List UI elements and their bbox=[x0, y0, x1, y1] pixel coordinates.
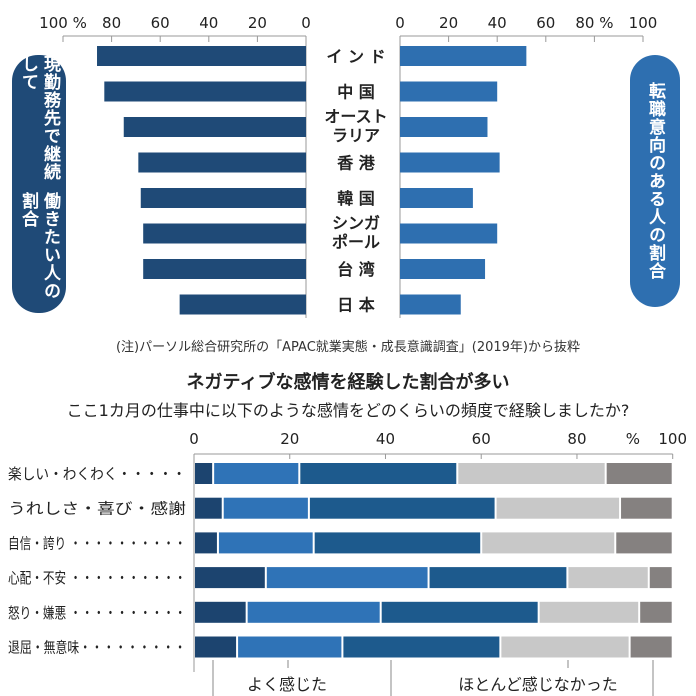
right-bar bbox=[400, 46, 527, 66]
legend-label: ほとんど感じなかった bbox=[458, 675, 618, 694]
stacked-segment bbox=[314, 532, 481, 554]
stacked-segment bbox=[300, 463, 457, 484]
left-bar bbox=[97, 46, 307, 66]
stacked-segment bbox=[238, 636, 342, 658]
category-label: シンガ bbox=[332, 214, 380, 233]
right-series-label: 転職意向のある人の割合 bbox=[630, 55, 680, 307]
legend-label: よく感じた bbox=[247, 675, 327, 694]
left-axis-tick-label: 60 bbox=[151, 14, 170, 32]
left-axis-tick-label: 40 bbox=[199, 14, 218, 32]
stacked-segment bbox=[630, 636, 672, 658]
stacked-segment bbox=[343, 636, 500, 658]
right-bar bbox=[400, 152, 500, 173]
stacked-segment bbox=[568, 567, 648, 589]
left-axis-tick-label: 100 % bbox=[39, 14, 87, 32]
stacked-segment bbox=[501, 636, 629, 658]
stacked-segment bbox=[381, 601, 538, 623]
category-label: ラリア bbox=[332, 126, 380, 145]
right-bar bbox=[400, 81, 498, 102]
axis-tick-label: 100 bbox=[658, 430, 687, 448]
right-bar bbox=[400, 117, 488, 137]
category-label: 香 港 bbox=[336, 154, 376, 173]
stacked-segment bbox=[195, 567, 265, 589]
chart-title: ネガティブな感情を経験した割合が多い bbox=[186, 372, 510, 393]
stacked-segment bbox=[266, 567, 428, 589]
source-note: (注)パーソル総合研究所の「APAC就業実態・成長意識調査」(2019年)から抜… bbox=[115, 340, 580, 355]
stacked-segment bbox=[195, 497, 222, 519]
right-axis-tick-label: 100 bbox=[629, 14, 658, 32]
stacked-segment bbox=[195, 532, 217, 554]
category-label: 楽しい・わくわく・・・・・ bbox=[8, 465, 186, 483]
left-axis-tick-label: 20 bbox=[248, 14, 267, 32]
left-series-label-line2: 働きたい人の割合 bbox=[18, 191, 60, 300]
category-label: 自信・誇り ・・・・・・・・・・ bbox=[8, 534, 186, 552]
category-label: 中 国 bbox=[337, 83, 375, 102]
stacked-segment bbox=[195, 601, 246, 623]
left-axis-tick-label: 0 bbox=[301, 14, 311, 32]
category-label: 怒り・嫌悪 ・・・・・・・・・・ bbox=[8, 604, 186, 622]
axis-tick-label: 60 bbox=[472, 430, 491, 448]
left-bar bbox=[179, 294, 306, 315]
stacked-segment bbox=[223, 497, 308, 519]
right-axis-tick-label: 80 % bbox=[575, 14, 613, 32]
stacked-segment bbox=[195, 636, 237, 658]
left-bar bbox=[138, 152, 306, 173]
right-axis-tick-label: 60 bbox=[536, 14, 555, 32]
axis-tick-label: 80 bbox=[567, 430, 586, 448]
right-bar bbox=[400, 259, 486, 279]
stacked-segment bbox=[640, 601, 672, 623]
right-axis-tick-label: 0 bbox=[395, 14, 405, 32]
category-label: 韓 国 bbox=[337, 189, 375, 208]
right-bar bbox=[400, 294, 461, 315]
left-bar bbox=[104, 81, 306, 102]
chart-subtitle: ここ1カ月の仕事中に以下のような感情をどのくらいの頻度で経験しましたか? bbox=[66, 401, 630, 420]
axis-tick-label: 40 bbox=[376, 430, 395, 448]
left-bar bbox=[123, 117, 306, 137]
stacked-segment bbox=[616, 532, 672, 554]
left-series-label-line1: 現勤務先で継続して bbox=[18, 55, 60, 181]
category-label: 心配・不安 ・・・・・・・・・・ bbox=[8, 569, 186, 587]
right-series-label-line1: 転職意向のある人の割合 bbox=[645, 82, 665, 280]
category-label: 台 湾 bbox=[337, 260, 375, 279]
stacked-segment bbox=[458, 463, 605, 484]
stacked-segment bbox=[195, 463, 213, 484]
right-bar bbox=[400, 188, 473, 208]
stacked-segment bbox=[247, 601, 380, 623]
stacked-segment bbox=[218, 532, 313, 554]
left-bar bbox=[143, 259, 306, 279]
right-axis-tick-label: 40 bbox=[488, 14, 507, 32]
right-axis-tick-label: 20 bbox=[439, 14, 458, 32]
axis-tick-label: 20 bbox=[280, 430, 299, 448]
left-bar bbox=[143, 223, 306, 244]
axis-tick-label: 0 bbox=[189, 430, 199, 448]
category-label: 日 本 bbox=[337, 296, 375, 315]
stacked-segment bbox=[606, 463, 672, 484]
category-label: 退屈・無意味・・・・・・・・・ bbox=[8, 639, 186, 657]
stacked-segment bbox=[649, 567, 672, 589]
axis-tick-label: % bbox=[626, 430, 640, 448]
stacked-segment bbox=[429, 567, 567, 589]
category-label: オースト bbox=[324, 107, 387, 126]
stacked-segment bbox=[539, 601, 639, 623]
stacked-segment bbox=[214, 463, 299, 484]
category-label: うれしさ・喜び・感謝 bbox=[8, 500, 186, 518]
right-bar bbox=[400, 223, 498, 244]
left-bar bbox=[140, 188, 306, 208]
category-label: イ ン ド bbox=[326, 47, 385, 66]
stacked-segment bbox=[621, 497, 672, 519]
stacked-segment bbox=[496, 497, 620, 519]
left-series-label: 現勤務先で継続して 働きたい人の割合 bbox=[12, 55, 66, 313]
stacked-segment bbox=[482, 532, 615, 554]
stacked-segment bbox=[309, 497, 495, 519]
left-axis-tick-label: 80 bbox=[102, 14, 121, 32]
category-label: ポール bbox=[332, 233, 380, 252]
